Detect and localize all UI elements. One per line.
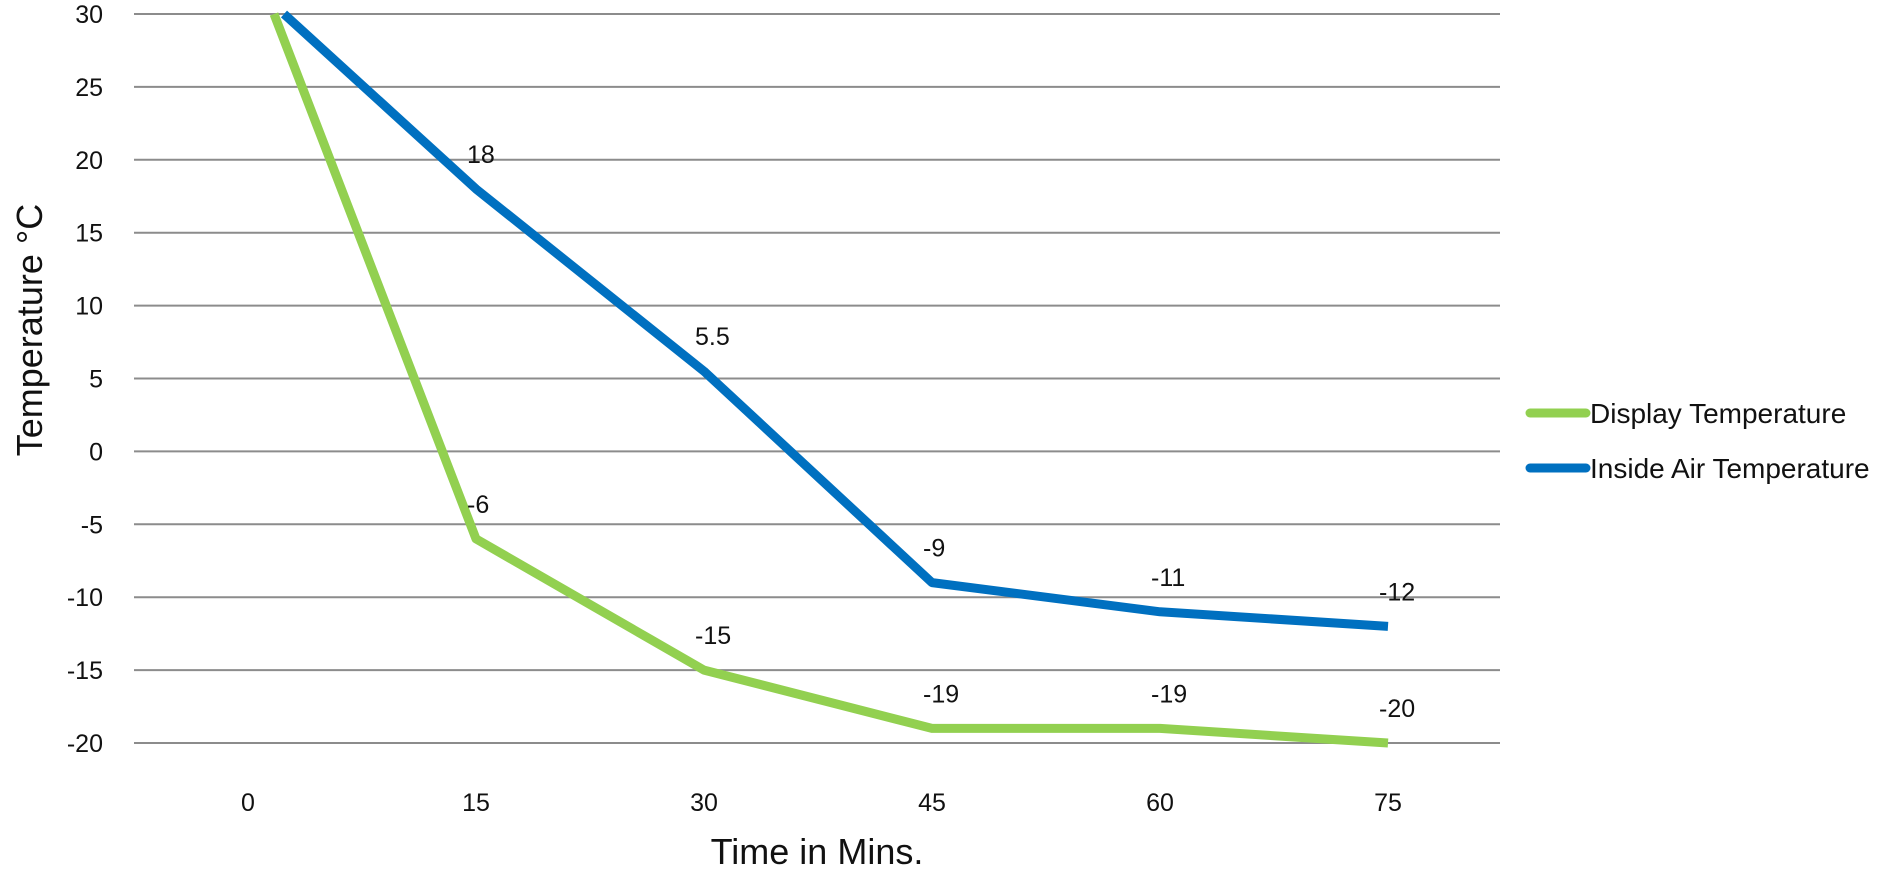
gridlines — [134, 13, 1500, 744]
y-tick-label: -10 — [67, 584, 103, 612]
legend: Display Temperature Inside Air Temperatur… — [1525, 398, 1870, 484]
data-label: -11 — [1151, 564, 1185, 592]
data-label: -9 — [923, 535, 945, 563]
y-axis-ticks: 30 25 20 15 10 5 0 -5 -10 -15 -20 — [67, 1, 103, 758]
data-label: -6 — [467, 491, 489, 519]
x-tick-label: 15 — [462, 789, 490, 817]
x-tick-label: 75 — [1374, 789, 1402, 817]
data-label: 5.5 — [695, 323, 730, 351]
series-line-display-temperature — [269, 12, 1389, 748]
y-tick-label: 5 — [89, 366, 103, 394]
x-axis-title: Time in Mins. — [711, 831, 924, 870]
series-line-inside-air-temperature — [280, 10, 1389, 631]
y-tick-label: -20 — [67, 730, 103, 758]
y-tick-label: 30 — [75, 1, 103, 29]
y-tick-label: 20 — [75, 147, 103, 175]
series-lines — [269, 10, 1389, 748]
data-label: -19 — [1151, 680, 1187, 708]
y-tick-label: 25 — [75, 74, 103, 102]
y-tick-label: -5 — [81, 511, 103, 539]
data-label: -12 — [1379, 578, 1415, 606]
x-tick-label: 45 — [918, 789, 946, 817]
x-axis-ticks: 0 15 30 45 60 75 — [241, 789, 1402, 817]
y-tick-label: -15 — [67, 657, 103, 685]
data-label: 18 — [467, 141, 495, 169]
x-tick-label: 0 — [241, 789, 255, 817]
data-label: -19 — [923, 680, 959, 708]
y-tick-label: 10 — [75, 293, 103, 321]
y-tick-label: 0 — [89, 438, 103, 466]
data-label: -20 — [1379, 695, 1415, 723]
data-labels: -6 -15 -19 -19 -20 18 5.5 -9 -11 -12 — [467, 141, 1415, 723]
x-tick-label: 60 — [1146, 789, 1174, 817]
data-label: -15 — [695, 622, 731, 650]
y-axis-title: Temperature °C — [9, 204, 50, 457]
legend-label: Inside Air Temperature — [1590, 453, 1870, 484]
legend-label: Display Temperature — [1590, 398, 1846, 429]
y-tick-label: 15 — [75, 220, 103, 248]
x-tick-label: 30 — [690, 789, 718, 817]
